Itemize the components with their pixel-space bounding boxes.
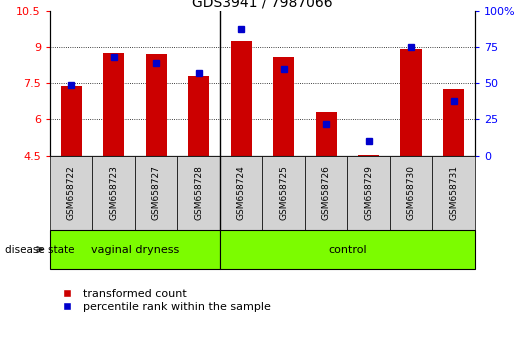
Bar [348,156,390,230]
Bar [146,54,167,156]
Bar [231,41,252,156]
Bar [61,86,82,156]
Text: GSM658730: GSM658730 [407,165,416,221]
Bar [316,112,337,156]
Bar [50,156,93,230]
Bar [103,53,124,156]
Text: GSM658725: GSM658725 [279,165,288,221]
Text: GSM658722: GSM658722 [67,166,76,220]
Text: GSM658731: GSM658731 [449,165,458,221]
Text: vaginal dryness: vaginal dryness [91,245,179,255]
Text: control: control [328,245,367,255]
Bar [220,156,263,230]
Bar [433,156,475,230]
Bar [390,156,433,230]
Text: GSM658729: GSM658729 [364,165,373,221]
Bar [135,156,177,230]
Text: GSM658728: GSM658728 [194,165,203,221]
Text: GSM658724: GSM658724 [237,166,246,220]
Text: GSM658726: GSM658726 [322,165,331,221]
Bar [358,155,379,156]
Bar [177,156,220,230]
Text: GSM658723: GSM658723 [109,165,118,221]
Text: disease state: disease state [5,245,75,255]
Title: GDS3941 / 7987066: GDS3941 / 7987066 [192,0,333,10]
Bar [50,230,220,269]
Bar [305,156,348,230]
Bar [263,156,305,230]
Bar [443,89,464,156]
Bar [220,230,475,269]
Bar [188,76,209,156]
Bar [401,49,422,156]
Bar [93,156,135,230]
Text: GSM658727: GSM658727 [152,165,161,221]
Bar [273,57,294,156]
Legend: transformed count, percentile rank within the sample: transformed count, percentile rank withi… [56,289,271,312]
